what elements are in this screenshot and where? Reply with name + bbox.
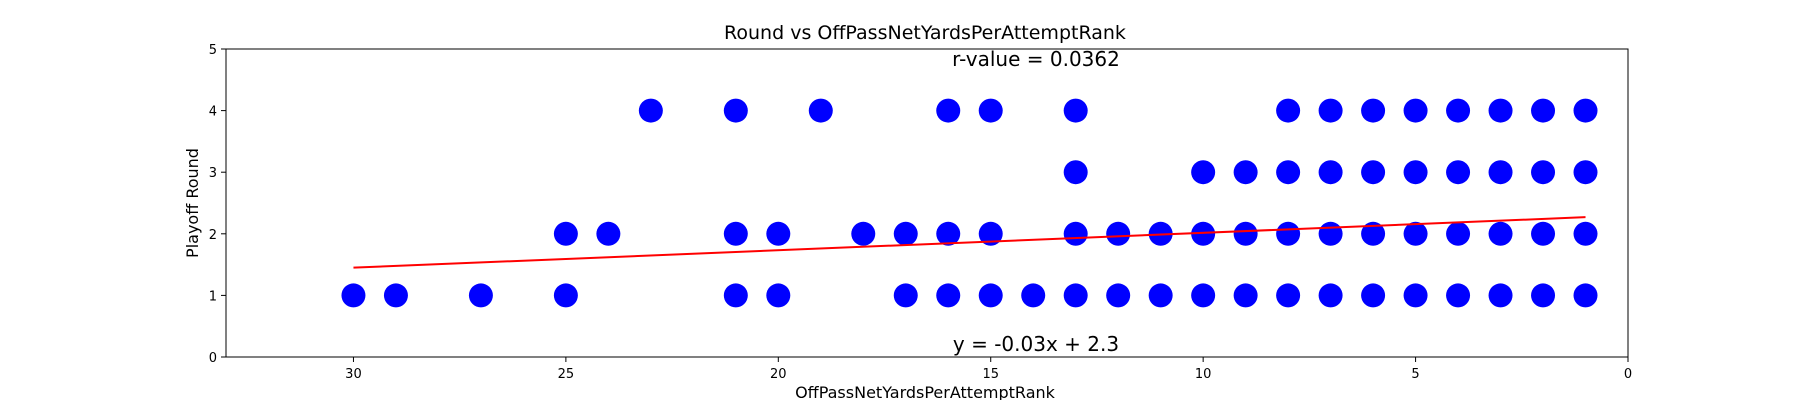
data-point [553,221,578,246]
regression-line [353,216,1586,269]
data-point [893,283,918,308]
data-point [596,221,621,246]
y-axis-label: Playoff Round [183,148,202,258]
data-point [1276,98,1301,123]
data-point [1361,98,1386,123]
data-point [341,283,366,308]
data-point [936,283,961,308]
data-point [1063,98,1088,123]
data-point [1361,283,1386,308]
chart-title: Round vs OffPassNetYardsPerAttemptRank [724,22,1126,44]
data-point [1531,221,1556,246]
x-tick-label: 0 [1624,367,1632,382]
data-point [1318,98,1343,123]
x-axis-label: OffPassNetYardsPerAttemptRank [795,383,1056,400]
data-point [1276,283,1301,308]
data-point [893,221,918,246]
y-tick-label: 1 [209,289,217,304]
data-point [1531,98,1556,123]
data-point [766,283,791,308]
data-point [1573,221,1598,246]
y-tick-label: 4 [209,105,217,120]
data-point [1446,160,1471,185]
data-point [766,221,791,246]
data-point [1318,283,1343,308]
data-point [1148,283,1173,308]
data-point [1191,160,1216,185]
x-tick-label: 10 [1195,367,1212,382]
data-point [1531,160,1556,185]
data-point [1233,283,1258,308]
x-tick-label: 15 [982,367,999,382]
data-point [1191,283,1216,308]
y-tick-label: 2 [209,228,217,243]
data-point [723,221,748,246]
data-point [1063,283,1088,308]
data-point [1276,160,1301,185]
data-point [1573,160,1598,185]
plot-area-frame [225,48,1629,358]
data-point [1531,283,1556,308]
x-axis-ticks: 30 25 20 15 10 5 0 [345,357,1632,382]
data-point [1318,160,1343,185]
x-tick-label: 5 [1411,367,1419,382]
data-point [1318,221,1343,246]
x-tick-label: 25 [558,367,575,382]
data-point [936,221,961,246]
data-point [1233,221,1258,246]
y-tick-label: 0 [209,351,217,366]
data-point [1063,221,1088,246]
data-point [1573,98,1598,123]
y-axis-ticks: 0 1 2 3 4 5 [209,43,226,366]
data-point [1276,221,1301,246]
data-point [553,283,578,308]
data-point [1021,283,1046,308]
data-points [341,98,1598,308]
data-point [1446,98,1471,123]
data-point [1403,98,1428,123]
data-point [1446,221,1471,246]
data-point [723,283,748,308]
data-point [723,98,748,123]
data-point [1488,160,1513,185]
data-point [851,221,876,246]
data-point [383,283,408,308]
data-point [1403,160,1428,185]
data-point [1361,221,1386,246]
data-point [1488,283,1513,308]
data-point [1361,160,1386,185]
x-tick-label: 30 [345,367,362,382]
y-tick-label: 3 [209,166,217,181]
r-value-annotation: r-value = 0.0362 [952,47,1120,71]
y-tick-label: 5 [209,43,217,58]
data-point [1403,221,1428,246]
data-point [1403,283,1428,308]
data-point [1488,98,1513,123]
data-point [1063,160,1088,185]
data-point [468,283,493,308]
data-point [936,98,961,123]
data-point [1488,221,1513,246]
regression-equation-annotation: y = -0.03x + 2.3 [953,332,1119,356]
data-point [808,98,833,123]
data-point [638,98,663,123]
data-point [978,98,1003,123]
data-point [978,283,1003,308]
data-point [1106,221,1131,246]
data-point [978,221,1003,246]
data-point [1573,283,1598,308]
data-point [1106,283,1131,308]
data-point [1446,283,1471,308]
x-tick-label: 20 [770,367,787,382]
data-point [1233,160,1258,185]
